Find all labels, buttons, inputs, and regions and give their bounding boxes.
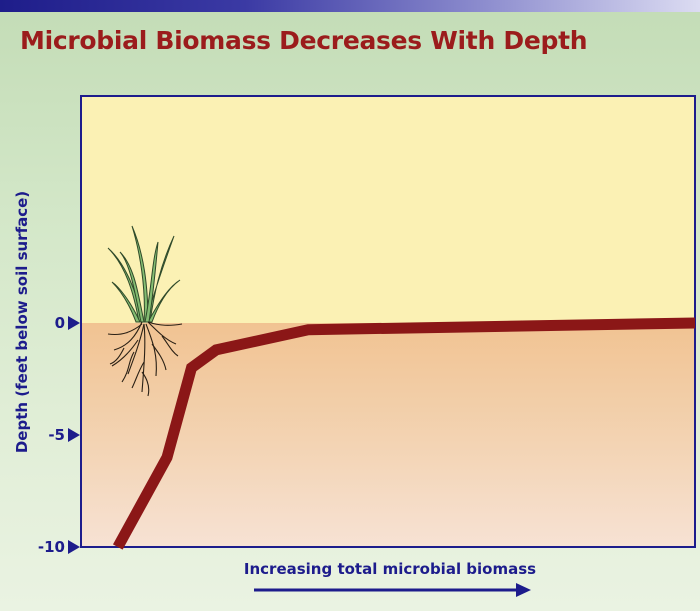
- below-ground-soil-area: [81, 323, 695, 547]
- y-tick-label: 0: [55, 314, 65, 332]
- x-axis-label: Increasing total microbial biomass: [243, 560, 537, 578]
- biomass-depth-line: [112, 317, 696, 550]
- arrow-right-icon: [254, 583, 531, 597]
- y-tick-label: -5: [48, 426, 65, 444]
- top-gradient-bar: [0, 0, 700, 12]
- y-tick-marker: [68, 428, 80, 442]
- y-axis-label: Depth (feet below soil surface): [13, 190, 31, 454]
- y-axis-ticks: 0 -5 -10: [38, 314, 80, 556]
- y-tick-marker: [68, 540, 80, 554]
- above-ground-area: [81, 96, 695, 323]
- y-tick-marker: [68, 316, 80, 330]
- y-tick-label: -10: [38, 538, 65, 556]
- grass-with-roots-icon: [107, 225, 183, 397]
- chart-title: Microbial Biomass Decreases With Depth: [20, 26, 588, 55]
- plot-frame: [80, 95, 696, 548]
